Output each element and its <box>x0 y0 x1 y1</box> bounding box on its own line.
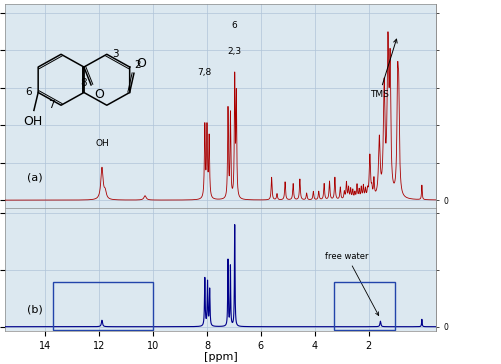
X-axis label: [ppm]: [ppm] <box>203 352 237 362</box>
Text: free water: free water <box>325 252 379 316</box>
Text: 3: 3 <box>113 49 119 59</box>
Text: (a): (a) <box>27 173 42 183</box>
Text: O: O <box>94 88 104 101</box>
Text: 7,8: 7,8 <box>197 68 211 77</box>
Text: 7: 7 <box>48 100 55 110</box>
Bar <box>54 282 153 330</box>
Text: 2: 2 <box>135 60 141 70</box>
Bar <box>334 282 395 330</box>
Text: OH: OH <box>23 115 42 127</box>
Text: 8: 8 <box>81 78 87 88</box>
Text: 2,3: 2,3 <box>227 47 241 56</box>
Text: 6: 6 <box>25 87 32 98</box>
Text: (b): (b) <box>27 305 42 315</box>
Text: 6: 6 <box>232 21 237 30</box>
Text: O: O <box>136 58 146 71</box>
Text: OH: OH <box>95 139 109 148</box>
Text: TMS: TMS <box>370 39 397 99</box>
